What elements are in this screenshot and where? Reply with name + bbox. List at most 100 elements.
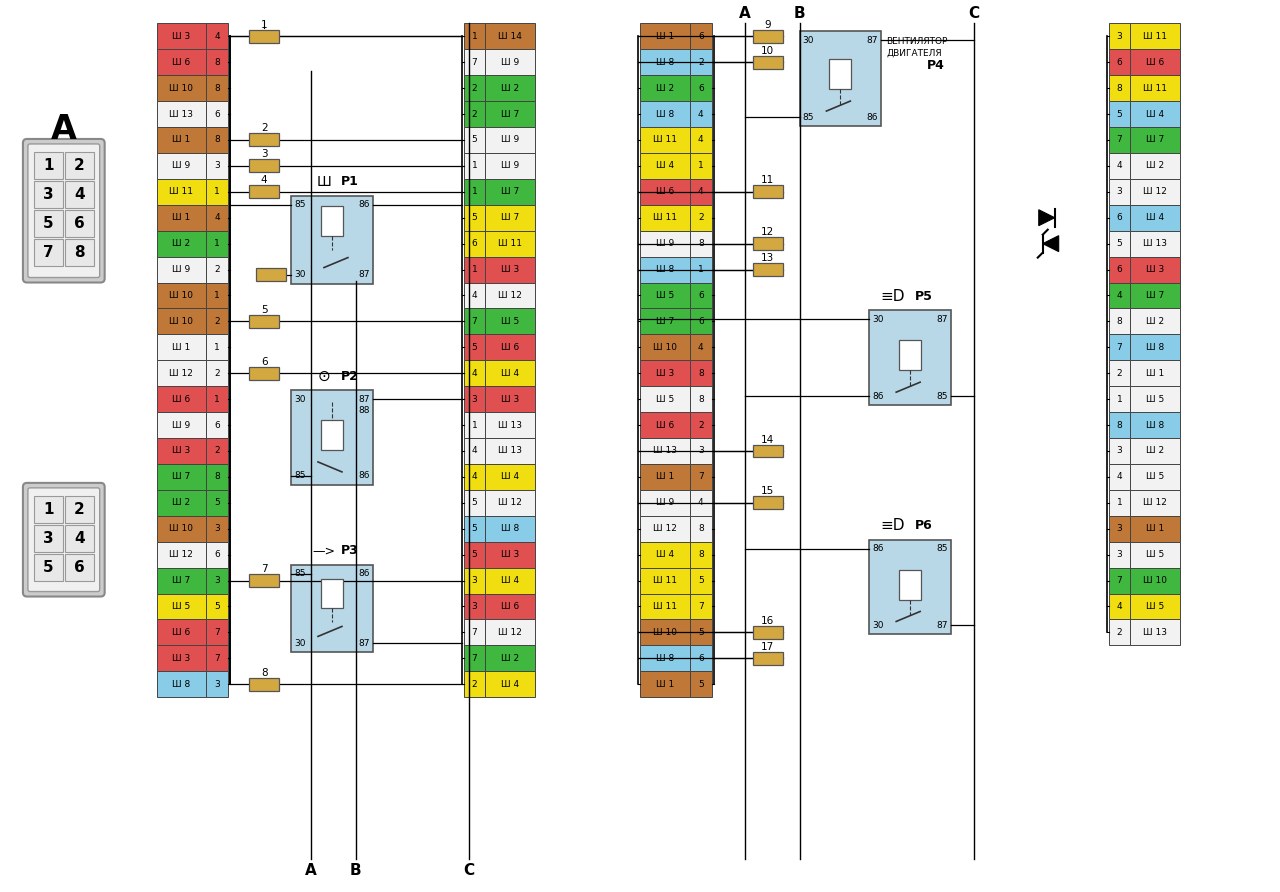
Bar bbox=[485, 283, 535, 309]
Bar bbox=[156, 49, 206, 75]
Text: 10: 10 bbox=[762, 45, 774, 55]
Text: Ш 12: Ш 12 bbox=[1143, 499, 1167, 508]
Bar bbox=[690, 205, 712, 231]
Text: 6: 6 bbox=[215, 110, 220, 119]
Bar bbox=[640, 438, 690, 464]
Text: Ш 5: Ш 5 bbox=[655, 394, 675, 404]
Text: Ш 7: Ш 7 bbox=[173, 473, 191, 482]
Text: 1: 1 bbox=[44, 502, 54, 516]
Bar bbox=[156, 490, 206, 516]
Text: Ш 10: Ш 10 bbox=[169, 84, 193, 93]
Bar bbox=[256, 268, 287, 281]
Bar bbox=[1130, 309, 1180, 334]
Text: 30: 30 bbox=[294, 394, 306, 404]
Text: Ш 13: Ш 13 bbox=[653, 447, 677, 456]
Bar bbox=[206, 619, 228, 646]
Bar bbox=[753, 626, 782, 639]
Text: 2: 2 bbox=[215, 265, 220, 274]
Text: Ш 1: Ш 1 bbox=[655, 32, 675, 41]
Bar bbox=[291, 195, 372, 284]
Text: Ш 7: Ш 7 bbox=[502, 213, 520, 222]
Text: 5: 5 bbox=[261, 305, 268, 315]
Text: 4: 4 bbox=[698, 110, 704, 119]
Text: 6: 6 bbox=[698, 317, 704, 326]
Bar bbox=[1108, 464, 1130, 490]
Bar bbox=[1130, 153, 1180, 178]
Text: 2: 2 bbox=[472, 84, 477, 93]
Text: Ш 3: Ш 3 bbox=[1147, 265, 1165, 274]
Bar bbox=[206, 360, 228, 386]
Text: Ш 9: Ш 9 bbox=[502, 136, 520, 145]
Bar bbox=[33, 210, 63, 236]
Bar bbox=[1108, 23, 1130, 49]
Bar bbox=[640, 101, 690, 127]
Bar bbox=[640, 23, 690, 49]
Text: 1: 1 bbox=[215, 394, 220, 404]
Text: Ш 10: Ш 10 bbox=[169, 291, 193, 300]
Bar bbox=[640, 412, 690, 438]
Bar bbox=[463, 334, 485, 360]
Text: 3: 3 bbox=[1116, 447, 1123, 456]
Text: 14: 14 bbox=[762, 434, 774, 444]
Bar bbox=[321, 420, 343, 450]
Text: 8: 8 bbox=[698, 368, 704, 377]
Bar bbox=[1108, 153, 1130, 178]
Bar bbox=[156, 541, 206, 567]
Bar bbox=[463, 23, 485, 49]
Text: 86: 86 bbox=[867, 112, 878, 121]
Text: 3: 3 bbox=[1116, 187, 1123, 196]
Bar bbox=[156, 75, 206, 101]
Bar bbox=[640, 231, 690, 257]
Text: 6: 6 bbox=[698, 84, 704, 93]
Bar bbox=[65, 496, 93, 523]
Bar bbox=[206, 283, 228, 309]
Bar bbox=[485, 541, 535, 567]
Bar bbox=[463, 127, 485, 153]
Bar bbox=[33, 554, 63, 581]
Text: 1: 1 bbox=[471, 420, 477, 430]
Bar bbox=[1108, 231, 1130, 257]
Bar bbox=[690, 360, 712, 386]
Text: ≡D: ≡D bbox=[879, 289, 905, 304]
Text: Ш 8: Ш 8 bbox=[655, 110, 675, 119]
Bar bbox=[156, 672, 206, 698]
Text: 1: 1 bbox=[1116, 394, 1123, 404]
Bar bbox=[1130, 490, 1180, 516]
Text: Ш 8: Ш 8 bbox=[655, 265, 675, 274]
Text: 1: 1 bbox=[44, 158, 54, 173]
Bar bbox=[690, 516, 712, 541]
Bar bbox=[463, 257, 485, 283]
Text: Ш 11: Ш 11 bbox=[1143, 32, 1167, 41]
Bar bbox=[485, 567, 535, 593]
Bar bbox=[640, 464, 690, 490]
Text: 2: 2 bbox=[1116, 628, 1123, 637]
Bar bbox=[156, 205, 206, 231]
Text: 5: 5 bbox=[471, 499, 477, 508]
Text: 5: 5 bbox=[698, 628, 704, 637]
Text: Ш 6: Ш 6 bbox=[655, 420, 675, 430]
Bar bbox=[206, 257, 228, 283]
Text: Ш 8: Ш 8 bbox=[655, 654, 675, 663]
Bar bbox=[485, 672, 535, 698]
Text: Ш 10: Ш 10 bbox=[169, 524, 193, 533]
Bar bbox=[156, 646, 206, 672]
Bar bbox=[485, 205, 535, 231]
Bar bbox=[690, 49, 712, 75]
Text: B: B bbox=[349, 863, 362, 878]
Text: P4: P4 bbox=[927, 59, 945, 71]
Text: Ш 9: Ш 9 bbox=[655, 499, 675, 508]
Text: 8: 8 bbox=[215, 136, 220, 145]
Bar bbox=[206, 672, 228, 698]
Bar bbox=[485, 75, 535, 101]
Text: 7: 7 bbox=[471, 654, 477, 663]
Bar bbox=[156, 619, 206, 646]
Bar bbox=[485, 438, 535, 464]
Bar bbox=[206, 309, 228, 334]
Bar bbox=[321, 206, 343, 236]
Bar bbox=[321, 579, 343, 608]
Text: Ш 8: Ш 8 bbox=[173, 680, 191, 689]
Text: 1: 1 bbox=[698, 265, 704, 274]
Text: 11: 11 bbox=[762, 176, 774, 186]
Bar bbox=[65, 152, 93, 178]
Bar bbox=[65, 210, 93, 236]
